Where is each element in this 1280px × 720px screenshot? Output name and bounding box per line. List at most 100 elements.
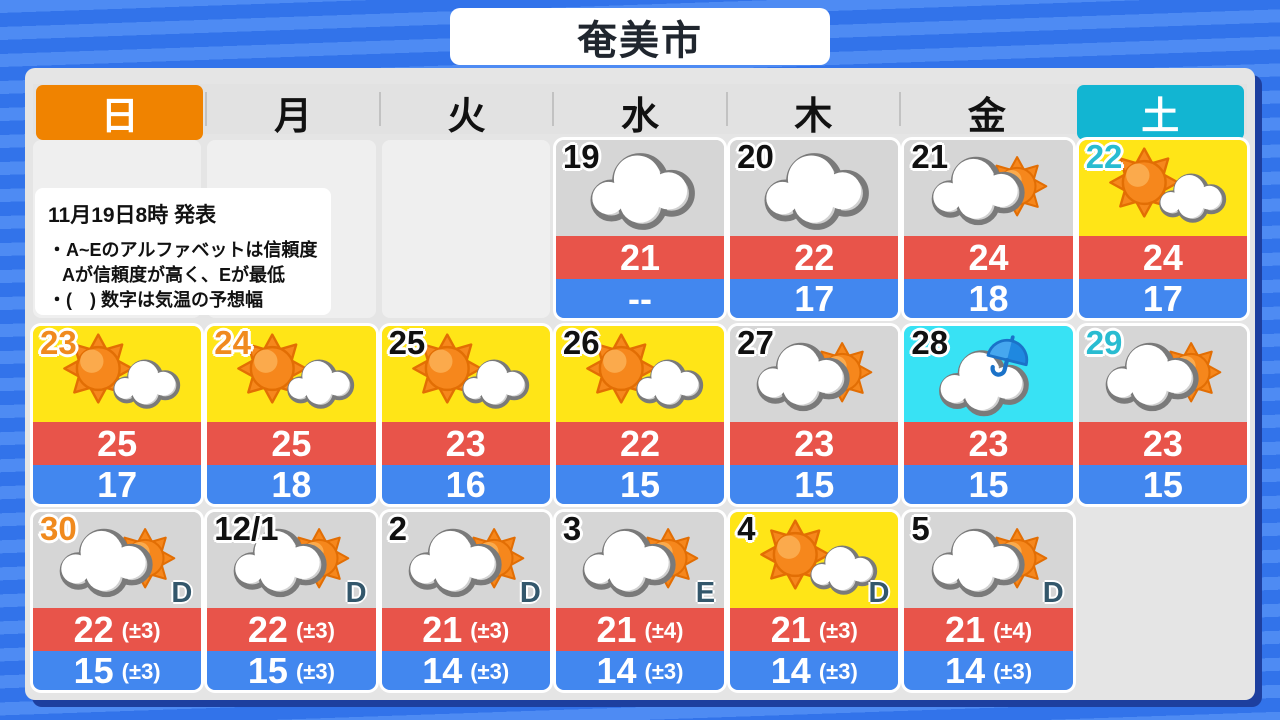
high-temp-range: (±3) <box>295 618 335 643</box>
weekday-thursday: 木 <box>725 84 900 141</box>
day-number: 22 <box>1085 140 1123 175</box>
city-title: 奄美市 <box>450 8 830 65</box>
low-temp-range: (±3) <box>993 659 1033 684</box>
forecast-cell: 26 22 15 <box>555 326 725 504</box>
notice-line-reliability-detail: Aが信頼度が高く、Eが最低 <box>62 264 286 285</box>
low-temp-value: 15 <box>247 649 288 690</box>
low-temp-value: 14 <box>770 649 811 690</box>
sun-cloud-icon <box>739 515 889 609</box>
low-temp-value: 14 <box>945 649 986 690</box>
high-temp-value: 21 <box>422 608 463 650</box>
city-title-label: 奄美市 <box>577 18 703 63</box>
high-temp-value: 23 <box>445 422 486 464</box>
reliability-rank: D <box>1042 577 1064 609</box>
low-temp-band: 15 <box>730 465 899 504</box>
weather-icon-area: 3 E <box>555 512 725 609</box>
forecast-cell: 20 22 17 <box>730 140 899 318</box>
forecast-cell: 19 21 -- <box>555 140 725 318</box>
forecast-cell: 5 D 21 (±4) 14 (±3) <box>904 512 1073 690</box>
day-number: 23 <box>40 326 77 361</box>
high-temp-band: 24 <box>1078 236 1247 279</box>
low-temp-value: 16 <box>445 463 486 504</box>
reliability-rank: D <box>171 577 193 609</box>
weather-icon-area: 22 <box>1078 140 1247 236</box>
low-temp-band: 16 <box>381 463 550 504</box>
high-temp-band: 21 <box>555 236 725 279</box>
high-temp-range: (±4) <box>644 618 684 643</box>
high-temp-value: 24 <box>968 236 1009 278</box>
forecast-cell: 29 23 15 <box>1078 326 1247 504</box>
high-temp-value: 23 <box>794 422 835 464</box>
day-number: 2 <box>388 512 407 547</box>
day-number: 20 <box>737 140 774 175</box>
high-temp-value: 22 <box>619 422 661 464</box>
high-temp-band: 23 <box>381 422 550 465</box>
high-temp-value: 21 <box>596 608 637 650</box>
day-number: 19 <box>562 140 600 175</box>
high-temp-value: 22 <box>247 608 288 650</box>
high-temp-value: 25 <box>97 422 138 464</box>
low-temp-band: 15 (±3) <box>207 649 376 690</box>
weather-icon-area: 4 D <box>730 512 899 609</box>
forecast-cell: 2 D 21 (±3) 14 (±3) <box>381 512 550 690</box>
high-temp-value: 22 <box>794 236 835 278</box>
low-temp-value: 14 <box>596 649 637 690</box>
weekday-header-row: 日 月 火 水 木 金 土 <box>33 84 1247 140</box>
weekday-monday: 月 <box>205 84 379 141</box>
high-temp-range: (±3) <box>818 618 858 643</box>
weather-icon-area: 5 D <box>904 512 1073 609</box>
low-temp-band: 15 <box>555 463 725 504</box>
low-temp-value: 15 <box>619 463 661 504</box>
low-temp-band: 15 (±3) <box>33 649 202 690</box>
weekday-friday: 金 <box>899 84 1073 141</box>
high-temp-value: 25 <box>271 422 312 464</box>
high-temp-band: 23 <box>904 422 1073 465</box>
day-number: 3 <box>562 512 582 547</box>
reliability-rank: D <box>519 577 541 609</box>
low-temp-band: 15 <box>904 465 1073 504</box>
day-number: 5 <box>911 512 930 547</box>
low-temp-range: (±3) <box>121 659 161 684</box>
day-number: 4 <box>737 512 756 547</box>
weekday-wednesday: 水 <box>552 84 726 141</box>
day-number: 30 <box>40 512 77 547</box>
weather-icon-area: 28 <box>904 326 1073 422</box>
high-temp-band: 23 <box>1078 422 1247 465</box>
low-temp-band: 14 (±3) <box>904 649 1073 690</box>
calendar-grid: 19 21 -- 20 22 17 21 <box>33 140 1247 690</box>
low-temp-value: 17 <box>97 463 138 504</box>
day-number: 29 <box>1085 326 1123 361</box>
reliability-rank: D <box>868 577 890 609</box>
weather-icon-area: 2 D <box>381 512 550 609</box>
forecast-cell: 28 23 15 <box>904 326 1073 504</box>
day-number: 25 <box>388 326 426 361</box>
weekday-tuesday: 火 <box>378 84 553 141</box>
weather-icon-area: 27 <box>730 326 899 422</box>
weather-icon-area: 30 D <box>33 512 202 609</box>
forecast-notice: 11月19日8時 発表 ・A~Eのアルファベットは信頼度 Aが信頼度が高く、Eが… <box>35 188 331 315</box>
low-temp-band: -- <box>555 277 725 318</box>
low-temp-value: 17 <box>794 277 835 318</box>
day-number: 21 <box>911 140 949 175</box>
low-temp-band: 14 (±3) <box>381 651 550 690</box>
day-number: 27 <box>737 326 774 361</box>
weather-icon-area: 24 <box>207 326 376 422</box>
high-temp-value: 23 <box>968 422 1009 464</box>
low-temp-range: (±3) <box>818 659 858 684</box>
forecast-cell: 25 23 16 <box>381 326 550 504</box>
high-temp-band: 25 <box>207 422 376 465</box>
weather-icon-area: 29 <box>1078 326 1247 422</box>
low-temp-band: 15 <box>1078 465 1247 504</box>
low-temp-value: 18 <box>968 277 1009 318</box>
high-temp-range: (±4) <box>993 618 1033 643</box>
weather-icon-area: 19 <box>555 140 725 236</box>
notice-line-reliability: ・A~Eのアルファベットは信頼度 <box>48 240 318 260</box>
weather-icon-area: 12/1 D <box>207 512 376 609</box>
day-number: 24 <box>214 326 251 361</box>
high-temp-band: 21 (±4) <box>904 608 1073 651</box>
forecast-board: 日 月 火 水 木 金 土 19 21 -- 20 22 <box>25 68 1255 700</box>
low-temp-value: 15 <box>73 649 114 690</box>
forecast-cell: 22 24 17 <box>1078 140 1247 318</box>
high-temp-band: 24 <box>904 236 1073 279</box>
low-temp-value: -- <box>628 277 652 318</box>
